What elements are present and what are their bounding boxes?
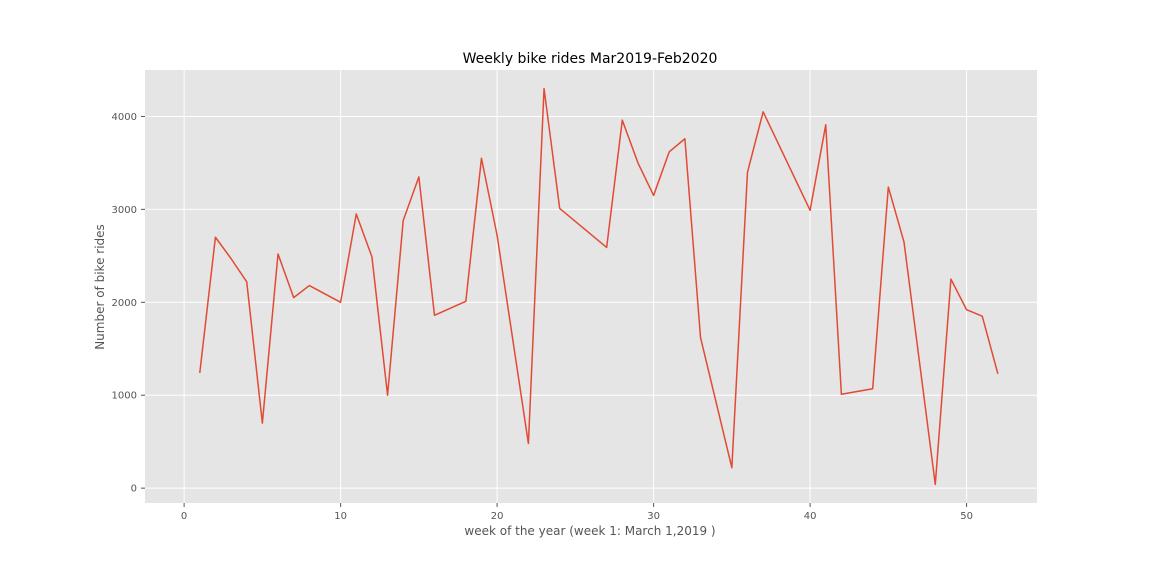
y-tick-label: 1000 — [112, 391, 137, 402]
y-axis-label: Number of bike rides — [93, 224, 107, 350]
x-tick-label: 0 — [181, 511, 187, 522]
grid-lines — [145, 70, 1037, 503]
chart-title: Weekly bike rides Mar2019-Feb2020 — [463, 51, 718, 67]
y-tick-label: 0 — [131, 484, 137, 495]
series-line — [199, 87, 999, 486]
x-tick-label: 20 — [491, 511, 504, 522]
x-tick-label: 50 — [960, 511, 973, 522]
x-tick-label: 10 — [334, 511, 347, 522]
axis-ticks: 0 10 20 30 40 50 0 1000 2000 3000 4000 — [112, 112, 973, 522]
y-tick-label: 4000 — [112, 112, 137, 123]
x-tick-label: 40 — [804, 511, 817, 522]
y-tick-label: 2000 — [112, 298, 137, 309]
series-layer — [199, 87, 999, 486]
y-tick-label: 3000 — [112, 205, 137, 216]
x-axis-label: week of the year (week 1: March 1,2019 ) — [464, 524, 715, 538]
x-tick-label: 30 — [647, 511, 660, 522]
plot-area — [145, 70, 1037, 503]
